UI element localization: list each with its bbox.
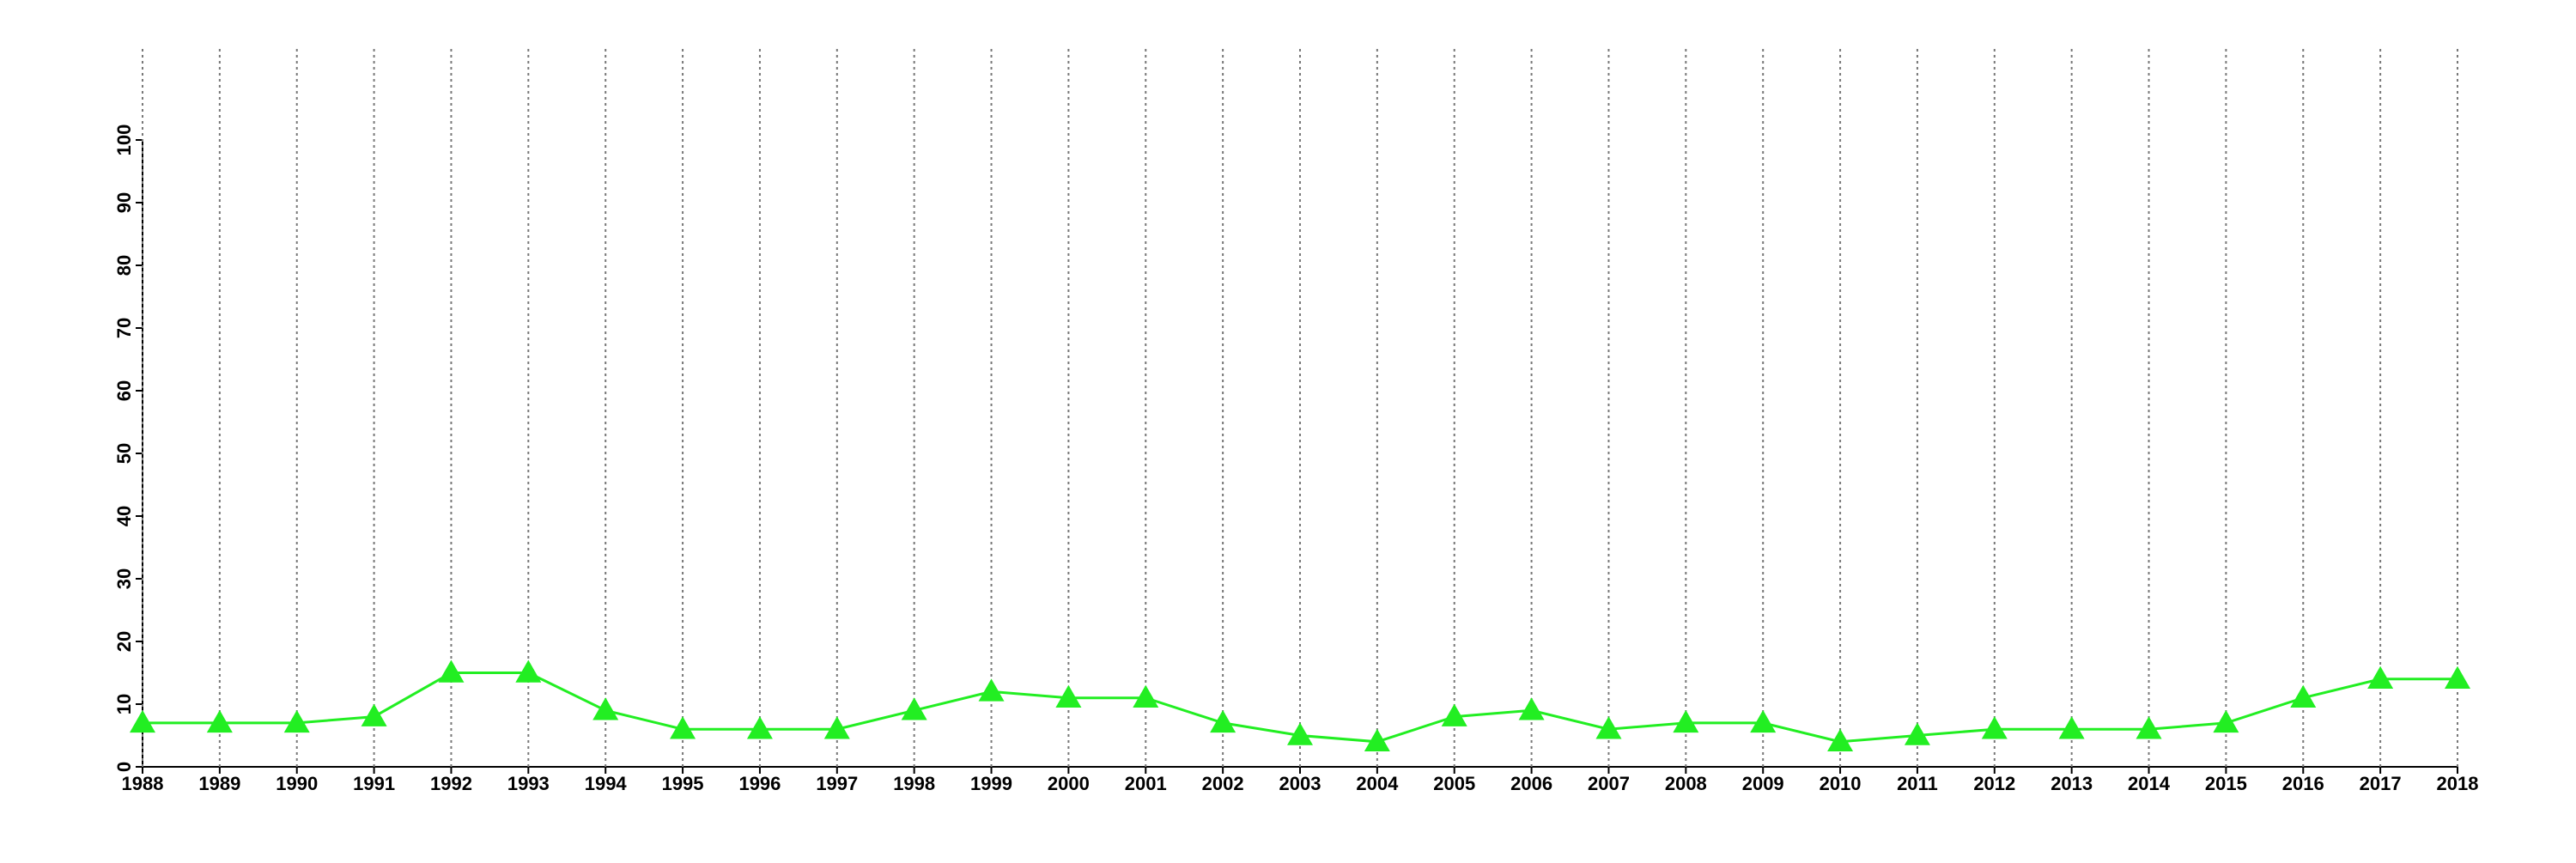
marker [1904,722,1930,745]
marker [2136,716,2162,739]
marker [1595,716,1622,739]
y-tick-label: 10 [113,694,135,714]
x-tick-label: 2004 [1356,773,1399,794]
x-tick-label: 1991 [353,773,395,794]
y-tick-label: 100 [113,125,135,156]
marker [2213,709,2239,733]
x-tick-label: 2007 [1588,773,1630,794]
marker [283,709,310,733]
marker [1287,722,1313,745]
x-tick-label: 1998 [893,773,935,794]
y-tick-label: 40 [113,506,135,526]
y-tick-label: 90 [113,192,135,213]
marker [130,709,155,733]
y-tick-label: 30 [113,568,135,589]
marker [515,659,542,683]
x-tick-label: 2001 [1125,773,1167,794]
y-tick-label: 60 [113,380,135,401]
y-tick-label: 0 [113,762,135,772]
marker [1441,703,1467,726]
marker [361,703,387,726]
x-tick-label: 2005 [1433,773,1475,794]
x-tick-label: 2009 [1742,773,1784,794]
x-tick-label: 2008 [1665,773,1707,794]
x-tick-label: 1988 [122,773,164,794]
marker [746,716,773,739]
marker [1364,728,1390,752]
marker [2367,665,2394,690]
x-tick-label: 1990 [276,773,318,794]
marker [1673,709,1699,733]
x-tick-label: 1995 [662,773,704,794]
x-tick-label: 2017 [2360,773,2402,794]
marker [1981,716,2008,739]
marker [1750,709,1777,733]
y-tick-label: 80 [113,255,135,276]
y-tick-label: 20 [113,631,135,652]
x-tick-label: 1993 [507,773,550,794]
x-tick-label: 2012 [1973,773,2015,794]
x-tick-label: 1996 [738,773,781,794]
x-tick-label: 1997 [816,773,858,794]
marker [978,678,1005,702]
marker [823,716,850,739]
marker [1133,684,1159,708]
marker [2445,665,2470,690]
x-tick-label: 2016 [2282,773,2324,794]
x-tick-label: 1989 [198,773,240,794]
y-tick-label: 70 [113,318,135,338]
marker [670,716,696,739]
marker [2058,716,2085,739]
y-tick-label: 50 [113,443,135,464]
x-tick-label: 2006 [1510,773,1552,794]
x-tick-label: 2011 [1897,773,1938,794]
marker [1518,697,1545,720]
marker [592,697,619,720]
marker [2290,684,2317,708]
x-tick-label: 2018 [2437,773,2479,794]
x-tick-label: 2013 [2050,773,2093,794]
marker [1210,709,1236,733]
marker [901,697,927,720]
x-tick-label: 2000 [1048,773,1090,794]
x-tick-label: 1999 [970,773,1012,794]
marker [438,659,465,683]
marker [1827,728,1854,752]
x-tick-label: 2015 [2205,773,2247,794]
x-tick-label: 2003 [1279,773,1321,794]
marker [1055,684,1082,708]
x-tick-label: 2002 [1202,773,1244,794]
x-tick-label: 2010 [1820,773,1862,794]
x-tick-label: 1994 [585,773,628,794]
x-tick-label: 2014 [2128,773,2171,794]
x-tick-label: 1992 [430,773,472,794]
marker [206,709,233,733]
